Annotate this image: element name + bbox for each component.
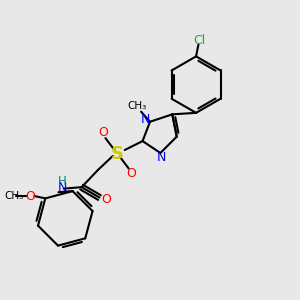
Text: CH₃: CH₃: [127, 101, 146, 111]
Text: N: N: [157, 151, 167, 164]
Text: O: O: [127, 167, 136, 180]
Text: N: N: [58, 181, 67, 194]
Text: N: N: [141, 113, 150, 126]
Text: O: O: [25, 190, 35, 202]
Text: S: S: [111, 145, 124, 163]
Text: CH₃: CH₃: [4, 191, 24, 201]
Text: O: O: [101, 193, 111, 206]
Text: Cl: Cl: [193, 34, 205, 46]
Text: H: H: [58, 175, 67, 188]
Text: O: O: [98, 126, 108, 139]
